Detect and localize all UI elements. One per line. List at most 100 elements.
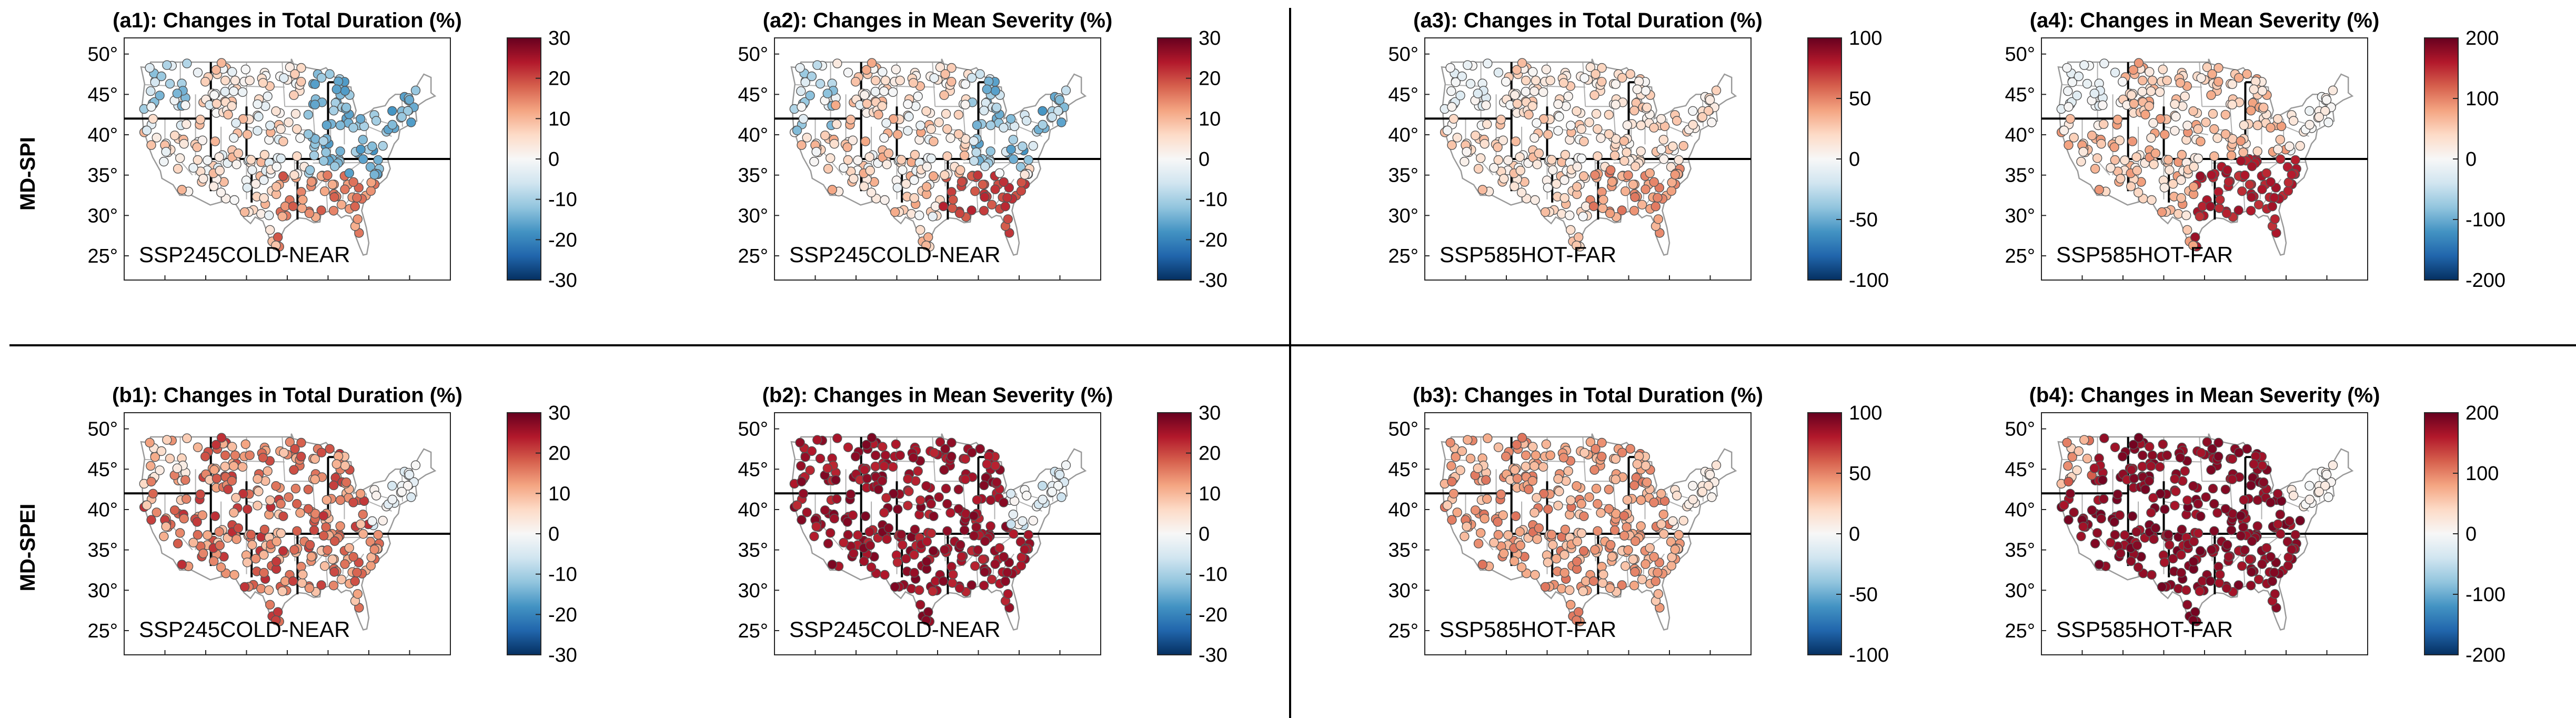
station-dot [1018, 141, 1028, 152]
station-dot [2062, 63, 2072, 73]
station-dot [292, 151, 302, 162]
station-dot [2117, 451, 2128, 462]
station-dot [999, 177, 1009, 187]
station-dot [2140, 109, 2150, 119]
station-dot [973, 545, 983, 555]
state-line [932, 436, 936, 482]
station-dot [2163, 530, 2174, 540]
station-dot [947, 76, 957, 87]
station-dot [1452, 507, 1462, 517]
station-dot [325, 444, 335, 454]
station-dot [1002, 193, 1012, 203]
station-dot [1448, 488, 1459, 499]
station-dot [2078, 147, 2088, 157]
station-dot [1593, 526, 1603, 536]
station-dot [873, 484, 883, 494]
station-dot [2196, 73, 2206, 83]
station-dot [979, 581, 989, 591]
station-dot [2189, 162, 2199, 172]
station-dot [853, 155, 863, 165]
station-dot [909, 567, 919, 578]
panel-b3: (b3): Changes in Total Duration (%) 50° 45… [1388, 384, 1889, 666]
station-dot [316, 205, 326, 215]
station-dot [309, 525, 319, 535]
station-dot [1006, 114, 1016, 124]
station-dot [296, 76, 306, 87]
station-dot [1527, 476, 1538, 486]
station-dot [1619, 511, 1629, 521]
station-dot [999, 552, 1009, 562]
station-dot [329, 105, 339, 116]
station-dot [2285, 516, 2295, 526]
station-dot [2067, 77, 2077, 87]
station-dot [1512, 65, 1522, 75]
station-dot [309, 151, 319, 161]
station-dot [1645, 543, 1655, 553]
station-dot [2273, 488, 2283, 499]
station-dot [169, 131, 180, 141]
station-dot [387, 481, 397, 491]
station-dot [942, 151, 952, 162]
station-dot [2207, 170, 2217, 180]
station-dot [2147, 75, 2158, 86]
station-dot [1688, 494, 1698, 505]
station-dot [2245, 554, 2255, 564]
station-dot [271, 481, 281, 491]
station-dot [335, 495, 346, 505]
station-dot [276, 153, 286, 164]
colorbar-tick-label: 0 [548, 523, 559, 545]
station-dot [848, 135, 858, 145]
station-dot [2127, 136, 2138, 146]
station-dot [1565, 210, 1575, 221]
station-dot [2096, 138, 2106, 149]
station-dot [2259, 477, 2269, 487]
station-dot [321, 147, 331, 157]
station-dot [2305, 106, 2315, 116]
station-dot [2099, 433, 2109, 443]
station-dot [1674, 155, 1684, 165]
station-dot [2160, 504, 2170, 514]
station-dot [2237, 186, 2247, 196]
station-dot [1447, 102, 1457, 112]
station-dot [173, 164, 183, 174]
station-dot [2174, 209, 2183, 219]
station-dot [2282, 162, 2293, 172]
station-dot [2090, 164, 2100, 174]
colorbar-tick-label: 0 [1199, 523, 1210, 545]
station-dot [973, 170, 983, 181]
station-dot [1606, 165, 1616, 175]
station-dot [188, 537, 198, 548]
station-dot [2245, 180, 2255, 190]
station-dot [934, 492, 944, 502]
station-dot [2207, 545, 2217, 555]
station-dot [1597, 76, 1607, 87]
station-dot [1447, 476, 1457, 487]
station-dot [2133, 187, 2144, 197]
station-dot [181, 119, 192, 129]
station-dot [1651, 202, 1661, 212]
station-dot [2115, 135, 2125, 145]
station-dot [1447, 140, 1457, 150]
station-dot [903, 99, 913, 109]
station-dot [904, 112, 914, 122]
station-dot [2159, 183, 2170, 193]
station-dot [162, 60, 172, 70]
station-dot [1446, 461, 1456, 471]
station-dot [1579, 447, 1589, 458]
station-dot [146, 140, 156, 150]
station-dot [356, 519, 366, 530]
station-dot [985, 495, 996, 505]
station-dot [2220, 129, 2231, 139]
station-dot [979, 206, 989, 216]
station-dot [923, 607, 933, 617]
station-dot [2106, 163, 2116, 173]
station-dot [870, 86, 881, 97]
station-dot [1053, 481, 1063, 491]
lat-tick-label: 35° [738, 540, 768, 562]
panel-title: (b1): Changes in Total Duration (%) [112, 384, 462, 407]
station-dot [812, 60, 822, 70]
station-dot [2323, 117, 2333, 127]
lat-tick-label: 35° [88, 540, 118, 562]
lat-tick-label: 30° [88, 580, 118, 602]
station-dot [265, 600, 275, 610]
